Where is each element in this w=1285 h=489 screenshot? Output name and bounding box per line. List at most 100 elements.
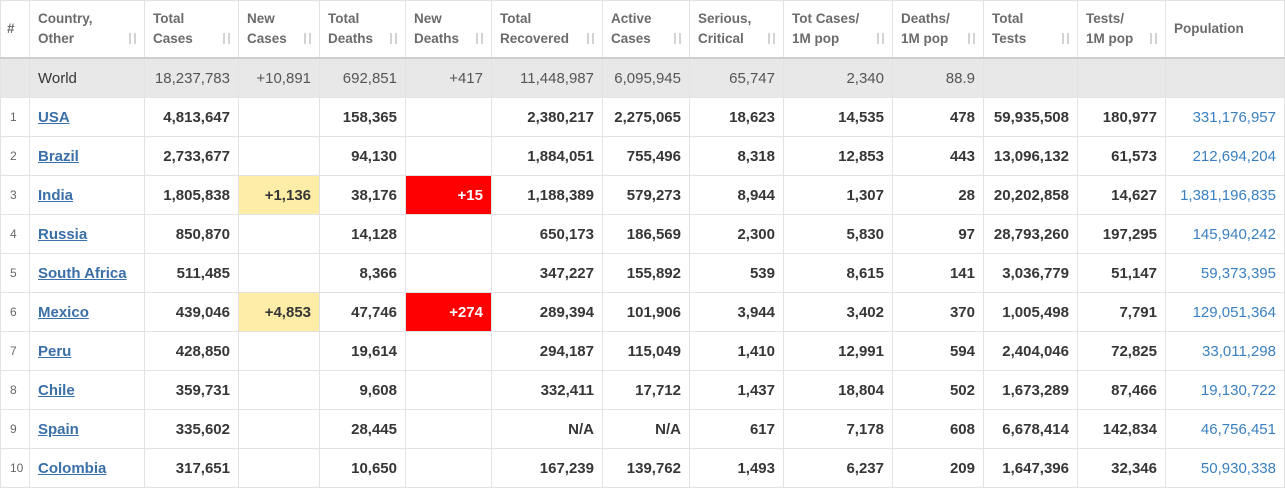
sort-icon[interactable] bbox=[1148, 33, 1158, 45]
country-row: 4 Russia 850,870 14,128 650,173 186,569 2,300 5… bbox=[0, 214, 1285, 254]
sort-icon[interactable] bbox=[1060, 33, 1070, 45]
country-link[interactable]: India bbox=[38, 186, 74, 204]
header-text: Tests/ bbox=[1086, 11, 1125, 26]
header-text: Deaths/ bbox=[901, 11, 950, 26]
country-link[interactable]: Colombia bbox=[38, 459, 107, 477]
table-cell: South Africa bbox=[29, 253, 145, 293]
sort-icon[interactable] bbox=[875, 33, 885, 45]
country-row: 5 South Africa 511,485 8,366 347,227 155,892 5… bbox=[0, 253, 1285, 293]
table-cell: 608 bbox=[892, 409, 984, 449]
sort-icon[interactable] bbox=[585, 33, 595, 45]
table-cell: +1,136 bbox=[238, 175, 320, 215]
country-row: 1 USA 4,813,647 158,365 2,380,217 2,275,065 18… bbox=[0, 97, 1285, 137]
table-cell bbox=[405, 448, 492, 488]
sort-icon[interactable] bbox=[388, 33, 398, 45]
table-cell: 72,825 bbox=[1077, 331, 1166, 371]
table-cell: 511,485 bbox=[144, 253, 239, 293]
column-header: # bbox=[0, 0, 30, 59]
table-cell: 1,005,498 bbox=[983, 292, 1078, 332]
table-cell: 428,850 bbox=[144, 331, 239, 371]
table-cell: 755,496 bbox=[602, 136, 690, 176]
table-cell: 6,678,414 bbox=[983, 409, 1078, 449]
table-cell: 2,340 bbox=[783, 57, 893, 98]
table-cell: 294,187 bbox=[491, 331, 603, 371]
table-cell: 13,096,132 bbox=[983, 136, 1078, 176]
table-cell: 59,935,508 bbox=[983, 97, 1078, 137]
table-cell: 3,036,779 bbox=[983, 253, 1078, 293]
column-header[interactable]: Active Cases bbox=[602, 0, 690, 59]
table-cell: 4,813,647 bbox=[144, 97, 239, 137]
table-cell: 347,227 bbox=[491, 253, 603, 293]
table-cell: Peru bbox=[29, 331, 145, 371]
table-cell: World bbox=[29, 57, 145, 98]
table-cell: 87,466 bbox=[1077, 370, 1166, 410]
table-cell: 8 bbox=[0, 370, 30, 410]
table-cell: N/A bbox=[602, 409, 690, 449]
country-row: 3 India 1,805,838 +1,136 38,176 +15 1,188,389 5… bbox=[0, 175, 1285, 215]
header-text: 1M pop bbox=[792, 31, 840, 46]
table-cell: 332,411 bbox=[491, 370, 603, 410]
table-cell bbox=[405, 370, 492, 410]
column-header[interactable]: New Deaths bbox=[405, 0, 492, 59]
country-link[interactable]: Peru bbox=[38, 342, 72, 360]
sort-icon[interactable] bbox=[766, 33, 776, 45]
column-header[interactable]: Total Cases bbox=[144, 0, 239, 59]
header-text: Serious, bbox=[698, 11, 752, 26]
table-cell: 10,650 bbox=[319, 448, 406, 488]
table-cell: 1,805,838 bbox=[144, 175, 239, 215]
column-header[interactable]: Total Recovered bbox=[491, 0, 603, 59]
sort-icon[interactable] bbox=[474, 33, 484, 45]
table-cell: 145,940,242 bbox=[1165, 214, 1285, 254]
table-cell: 8,615 bbox=[783, 253, 893, 293]
table-cell: USA bbox=[29, 97, 145, 137]
table-cell: 5 bbox=[0, 253, 30, 293]
table-cell: 1,410 bbox=[689, 331, 784, 371]
country-link[interactable]: Brazil bbox=[38, 147, 79, 165]
sort-icon[interactable] bbox=[966, 33, 976, 45]
sort-icon[interactable] bbox=[127, 33, 137, 45]
column-header[interactable]: Deaths/1M pop bbox=[892, 0, 984, 59]
table-cell: 2,380,217 bbox=[491, 97, 603, 137]
country-link[interactable]: Mexico bbox=[38, 303, 89, 321]
table-cell: 8,944 bbox=[689, 175, 784, 215]
sort-icon[interactable] bbox=[221, 33, 231, 45]
table-cell: 46,756,451 bbox=[1165, 409, 1285, 449]
table-cell: 28,793,260 bbox=[983, 214, 1078, 254]
header-text: Population bbox=[1174, 21, 1244, 36]
table-cell: 47,746 bbox=[319, 292, 406, 332]
column-header[interactable]: Country, Other bbox=[29, 0, 145, 59]
table-cell: +274 bbox=[405, 292, 492, 332]
sort-icon[interactable] bbox=[672, 33, 682, 45]
table-cell: 1,381,196,835 bbox=[1165, 175, 1285, 215]
country-link[interactable]: Russia bbox=[38, 225, 88, 243]
header-text: # bbox=[7, 21, 15, 36]
column-header[interactable]: Population bbox=[1165, 0, 1285, 59]
table-cell: 594 bbox=[892, 331, 984, 371]
country-row: 8 Chile 359,731 9,608 332,411 17,712 1,437 18,8… bbox=[0, 370, 1285, 410]
header-text: Critical bbox=[698, 31, 744, 46]
header-text: Deaths bbox=[414, 31, 460, 46]
column-header[interactable]: Total Deaths bbox=[319, 0, 406, 59]
column-header[interactable]: Tests/1M pop bbox=[1077, 0, 1166, 59]
column-header[interactable]: Serious, Critical bbox=[689, 0, 784, 59]
table-cell bbox=[405, 409, 492, 449]
table-cell: 12,853 bbox=[783, 136, 893, 176]
country-link[interactable]: South Africa bbox=[38, 264, 127, 282]
table-cell: 9 bbox=[0, 409, 30, 449]
table-cell: 142,834 bbox=[1077, 409, 1166, 449]
table-cell: +10,891 bbox=[238, 57, 320, 98]
table-cell: 2,404,046 bbox=[983, 331, 1078, 371]
column-header[interactable]: New Cases bbox=[238, 0, 320, 59]
table-cell: 335,602 bbox=[144, 409, 239, 449]
country-link[interactable]: USA bbox=[38, 108, 70, 126]
table-cell: 10 bbox=[0, 448, 30, 488]
country-link[interactable]: Spain bbox=[38, 420, 79, 438]
table-cell: 59,373,395 bbox=[1165, 253, 1285, 293]
table-cell: 617 bbox=[689, 409, 784, 449]
column-header[interactable]: Total Tests bbox=[983, 0, 1078, 59]
table-cell: +417 bbox=[405, 57, 492, 98]
country-link[interactable]: Chile bbox=[38, 381, 75, 399]
header-text: Active bbox=[611, 11, 652, 26]
sort-icon[interactable] bbox=[302, 33, 312, 45]
column-header[interactable]: Tot Cases/1M pop bbox=[783, 0, 893, 59]
